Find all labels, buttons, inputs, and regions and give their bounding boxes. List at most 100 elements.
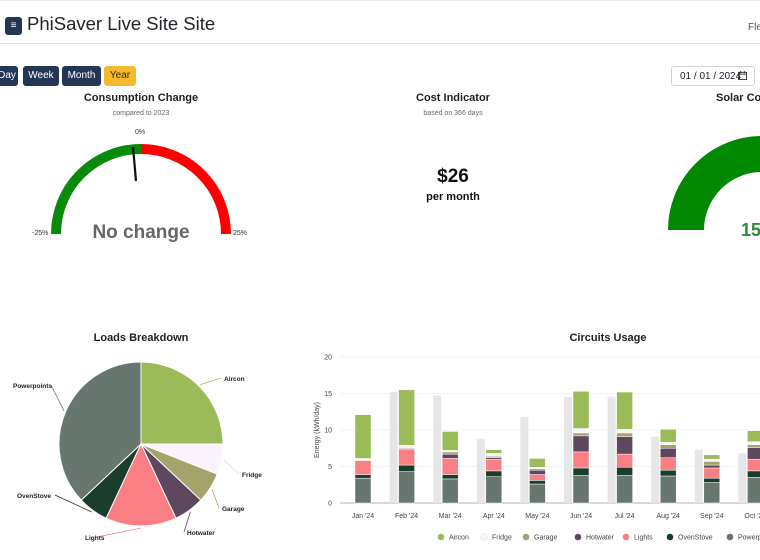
- bar-segment-hotwater: [616, 436, 633, 455]
- year-button[interactable]: Year: [104, 66, 136, 86]
- bar-segment-powerpoints: [354, 477, 372, 504]
- bar-segment-ovenstove: [703, 477, 721, 483]
- bar-segment-hotwater: [747, 447, 760, 460]
- bar-segment-powerpoints: [485, 476, 503, 504]
- y-tick-label: 10: [324, 428, 332, 435]
- bar-segment-ovenstove: [747, 470, 760, 478]
- pie-leader-powerpoints: [50, 384, 65, 411]
- bar-segment-ovenstove: [529, 480, 546, 485]
- day-button[interactable]: Day: [0, 66, 18, 86]
- bar-segment-lights: [529, 474, 546, 481]
- pie-label-garage: Garage: [222, 506, 245, 513]
- bar-segment-aircon: [659, 429, 677, 443]
- menu-icon[interactable]: ≡: [5, 17, 22, 35]
- gauge-needle: [131, 146, 138, 182]
- bar-segment-hotwater: [703, 464, 721, 469]
- gauge-min-label: -25%: [32, 230, 49, 237]
- bar-segment-garage: [659, 444, 677, 449]
- navbar-top-border: [0, 0, 760, 1]
- x-tick-label: Mar '24: [439, 513, 462, 520]
- consumption-change-title: Consumption Change: [83, 92, 199, 104]
- legend-label-fridge: Fridge: [492, 535, 512, 542]
- legend-marker-hotwater: [574, 533, 582, 541]
- y-tick-label: 15: [324, 391, 332, 398]
- pie-slice-aircon: [140, 361, 224, 445]
- legend-label-aircon: Aircon: [449, 535, 469, 542]
- bar-segment-powerpoints: [747, 477, 760, 504]
- background-bar: [738, 453, 747, 503]
- bar-segment-garage: [616, 432, 633, 437]
- month-button[interactable]: Month: [62, 66, 101, 86]
- site-title: PhiSaver Live Site Site: [27, 13, 216, 34]
- bar-segment-aircon: [398, 389, 415, 446]
- bar-segment-aircon: [703, 454, 721, 460]
- x-tick-label: Feb '24: [395, 513, 418, 520]
- background-bar: [520, 416, 529, 503]
- bar-segment-fridge: [616, 429, 633, 434]
- x-tick-label: Oct '24: [744, 513, 760, 520]
- pie-slice-powerpoints: [58, 361, 142, 501]
- bar-segment-lights: [703, 467, 721, 479]
- background-bar: [433, 395, 442, 503]
- bar-segment-ovenstove: [572, 467, 590, 476]
- y-tick-label: 20: [324, 355, 332, 362]
- bar-segment-hotwater: [659, 448, 677, 458]
- bar-segment-lights: [485, 458, 503, 472]
- bar-segment-lights: [616, 453, 633, 468]
- background-bar: [564, 397, 572, 503]
- loads-breakdown-pie: Aircon Fridge Garage Hotwater Lights OvenStov…: [13, 361, 262, 542]
- bar-segment-hotwater: [441, 453, 459, 459]
- bar-segment-aircon: [485, 449, 503, 454]
- calendar-icon[interactable]: [738, 71, 747, 80]
- bar-segment-aircon: [747, 430, 760, 442]
- background-bar: [476, 438, 485, 503]
- pie-label-fridge: Fridge: [242, 472, 262, 479]
- bar-segment-powerpoints: [659, 475, 677, 504]
- background-bar: [694, 449, 703, 503]
- legend-marker-powerpoints: [726, 533, 734, 541]
- bar-segment-aircon: [572, 391, 590, 429]
- x-tick-label: May '24: [525, 513, 549, 520]
- y-tick-label: 5: [328, 464, 332, 471]
- bar-segment-garage: [572, 432, 590, 437]
- legend-label-lights: Lights: [634, 535, 653, 542]
- solar-value: 15: [741, 220, 760, 240]
- consumption-gauge: [51, 144, 231, 235]
- bar-segment-ovenstove: [659, 469, 677, 477]
- bar-segment-garage: [747, 444, 760, 448]
- bar-segment-fridge: [659, 442, 677, 445]
- legend-marker-ovenstove: [666, 533, 674, 541]
- consumption-change-subtitle: compared to 2023: [112, 110, 170, 117]
- week-button[interactable]: Week: [23, 66, 59, 86]
- date-input[interactable]: 01 / 01 / 2024: [671, 66, 755, 86]
- y-axis-label: Energy (kWh/day): [314, 402, 321, 458]
- bar-segment-powerpoints: [529, 483, 546, 504]
- legend-marker-garage: [522, 533, 530, 541]
- bar-segment-ovenstove: [485, 470, 503, 477]
- navbar-right-link[interactable]: Fle: [748, 22, 760, 33]
- cost-indicator-title: Cost Indicator: [416, 92, 490, 104]
- legend-marker-lights: [622, 533, 630, 541]
- x-tick-label: Jan '24: [352, 513, 374, 520]
- pie-label-hotwater: Hotwater: [187, 530, 215, 537]
- bar-segment-garage: [441, 451, 459, 455]
- bar-segment-ovenstove: [354, 474, 372, 479]
- x-tick-label: Jul '24: [615, 513, 635, 520]
- y-tick-label: 0: [328, 501, 332, 508]
- gauge-positive-arc: [140, 144, 231, 235]
- pie-label-lights: Lights: [85, 535, 105, 542]
- cost-value: $26: [437, 166, 469, 187]
- pie-leader-garage: [211, 488, 220, 509]
- circuits-usage-chart: 0 5 10 15 20 Energy (kWh/day) Jan '24 Feb '24 Ma…: [314, 355, 760, 542]
- bar-segment-aircon: [529, 458, 546, 468]
- legend-label-hotwater: Hotwater: [586, 535, 615, 542]
- pie-leader-lights: [96, 527, 142, 538]
- bar-segment-garage: [703, 461, 721, 466]
- cost-unit: per month: [426, 191, 480, 203]
- bar-segment-fridge: [398, 445, 415, 448]
- bar-segment-hotwater: [529, 469, 546, 475]
- pie-label-aircon: Aircon: [224, 376, 245, 383]
- date-value: 01 / 01 / 2024: [680, 71, 742, 82]
- legend-label-ovenstove: OvenStove: [678, 535, 713, 542]
- consumption-status: No change: [92, 222, 190, 243]
